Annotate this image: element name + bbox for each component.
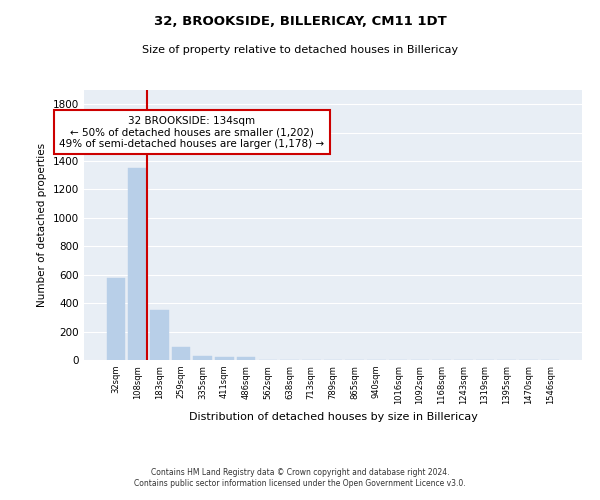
Bar: [150, 310, 169, 360]
Bar: [237, 358, 256, 360]
Bar: [128, 168, 147, 360]
Bar: [172, 347, 190, 360]
Y-axis label: Number of detached properties: Number of detached properties: [37, 143, 47, 307]
Bar: [107, 278, 125, 360]
Bar: [215, 357, 233, 360]
X-axis label: Distribution of detached houses by size in Billericay: Distribution of detached houses by size …: [188, 412, 478, 422]
Bar: [193, 356, 212, 360]
Text: 32, BROOKSIDE, BILLERICAY, CM11 1DT: 32, BROOKSIDE, BILLERICAY, CM11 1DT: [154, 15, 446, 28]
Text: Size of property relative to detached houses in Billericay: Size of property relative to detached ho…: [142, 45, 458, 55]
Text: Contains HM Land Registry data © Crown copyright and database right 2024.
Contai: Contains HM Land Registry data © Crown c…: [134, 468, 466, 487]
Text: 32 BROOKSIDE: 134sqm
← 50% of detached houses are smaller (1,202)
49% of semi-de: 32 BROOKSIDE: 134sqm ← 50% of detached h…: [59, 116, 325, 149]
